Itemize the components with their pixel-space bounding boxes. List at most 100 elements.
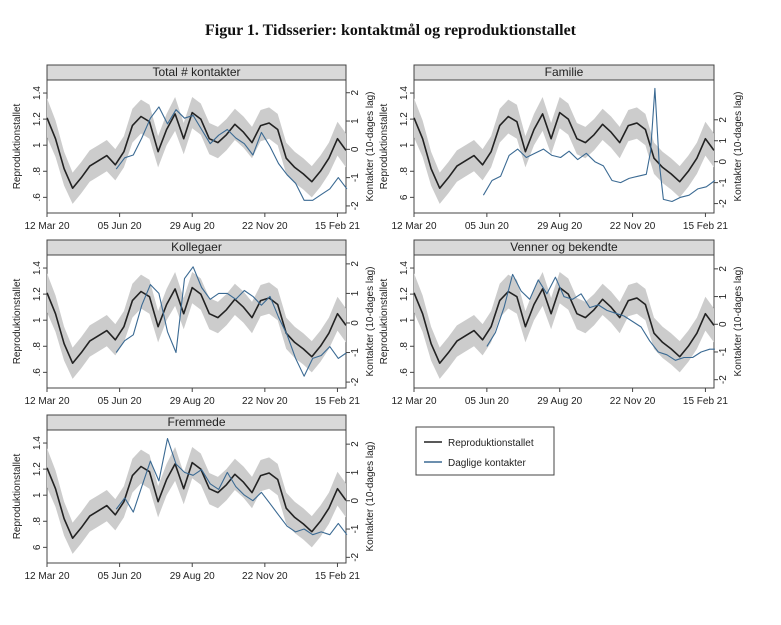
panel-3-x-tick-label: 05 Jun 20 — [98, 396, 142, 407]
panel-2-left-axis-label: Reproduktionstallet — [379, 103, 390, 189]
panel-5-frame — [46, 429, 347, 564]
panel-4-x-tick-label: 15 Feb 21 — [683, 396, 728, 407]
panel-5-left-tick-label: 6 — [32, 544, 43, 550]
panel-4-right-axis-label: Kontakter (10-dages lag) — [733, 266, 744, 376]
panel-2-contacts-line — [482, 87, 716, 203]
panel-2-x-tick-label: 22 Nov 20 — [610, 221, 656, 232]
panel-5-x-tick-label: 29 Aug 20 — [170, 571, 215, 582]
panel-3-x-tick-label: 15 Feb 21 — [315, 396, 360, 407]
panel-4-x-tick-label: 29 Aug 20 — [537, 396, 582, 407]
panel-1-right-axis-label: Kontakter (10-dages lag) — [365, 91, 376, 201]
panel-3-right-axis-label: Kontakter (10-dages lag) — [365, 266, 376, 376]
panel-5-right-tick-label: -1 — [350, 524, 361, 533]
panel-5-x-tick-label: 22 Nov 20 — [242, 571, 288, 582]
panel-4-right-tick-label: 2 — [718, 266, 729, 272]
panel-5-x-tick-label: 12 Mar 20 — [24, 571, 69, 582]
panel-2-reproduction-line — [413, 111, 715, 189]
panel-4-x-tick-label: 22 Nov 20 — [610, 396, 656, 407]
panel-1-x-tick-label: 15 Feb 21 — [315, 221, 360, 232]
panel-5-right-tick-label: 2 — [350, 441, 361, 447]
panel-2-title: Familie — [545, 65, 584, 79]
panel-3-right-tick-label: -1 — [350, 348, 361, 357]
panel-1-title: Total # kontakter — [152, 65, 240, 79]
panel-1-frame — [46, 79, 347, 214]
panel-1-x-tick-label: 05 Jun 20 — [98, 221, 142, 232]
panel-3-left-axis-label: Reproduktionstallet — [12, 278, 23, 364]
panel-3-right-tick-label: -2 — [350, 377, 361, 386]
panel-5-right-tick-label: -2 — [350, 552, 361, 561]
panel-4-right-tick-label: -1 — [718, 347, 729, 356]
panel-4-left-axis-label: Reproduktionstallet — [379, 278, 390, 364]
panel-2-right-tick-label: 0 — [718, 158, 729, 164]
panel-1-x-tick-label: 22 Nov 20 — [242, 221, 288, 232]
panel-2-left-tick-label: 1.4 — [399, 86, 410, 100]
panel-3-right-tick-label: 0 — [350, 320, 361, 326]
panel-5-left-tick-label: 1.2 — [32, 462, 43, 476]
panel-5-contacts-line — [115, 437, 348, 536]
panel-1-right-tick-label: -1 — [350, 173, 361, 182]
panel-1-left-tick-label: .8 — [32, 167, 43, 176]
panel-4-left-tick-label: 1.2 — [399, 287, 410, 301]
panel-4-title: Venner og bekendte — [510, 240, 618, 254]
legend-label-1: Reproduktionstallet — [448, 438, 534, 449]
panel-1-left-tick-label: .6 — [32, 193, 43, 202]
panel-3-left-tick-label: 1 — [32, 317, 43, 323]
panel-2-right-axis-label: Kontakter (10-dages lag) — [733, 91, 744, 201]
panel-2-left-tick-label: .8 — [399, 167, 410, 176]
panel-2-right-tick-label: -2 — [718, 199, 729, 208]
panel-2-frame — [413, 79, 715, 214]
panel-2-left-tick-label: 1 — [399, 142, 410, 148]
panel-1-right-tick-label: 1 — [350, 118, 361, 124]
panel-5-right-tick-label: 0 — [350, 498, 361, 504]
panel-2-x-tick-label: 15 Feb 21 — [683, 221, 728, 232]
panel-5-reproduction-line — [46, 461, 347, 539]
panel-2-left-tick-label: 6 — [399, 194, 410, 200]
panel-3-right-tick-label: 1 — [350, 290, 361, 296]
panel-2-x-tick-label: 12 Mar 20 — [391, 221, 436, 232]
panel-1-x-tick-label: 12 Mar 20 — [24, 221, 69, 232]
panel-2-x-tick-label: 29 Aug 20 — [537, 221, 582, 232]
panel-1-reproduction-line — [46, 111, 347, 189]
panel-1-left-tick-label: 1.2 — [32, 112, 43, 126]
panel-5-x-tick-label: 05 Jun 20 — [98, 571, 142, 582]
panel-3-reproduction-line — [46, 286, 347, 364]
panel-3-left-tick-label: 1.4 — [32, 261, 43, 275]
panel-1-right-tick-label: 2 — [350, 90, 361, 96]
panel-4-reproduction-line — [413, 286, 715, 364]
panel-3-x-tick-label: 29 Aug 20 — [170, 396, 215, 407]
panel-5-left-tick-label: 1.4 — [32, 436, 43, 450]
panel-3-x-tick-label: 22 Nov 20 — [242, 396, 288, 407]
panel-4-left-tick-label: .6 — [399, 368, 410, 377]
panel-4-x-tick-label: 05 Jun 20 — [465, 396, 509, 407]
panel-5-x-tick-label: 15 Feb 21 — [315, 571, 360, 582]
panel-1-left-tick-label: 1 — [32, 142, 43, 148]
panel-3-left-tick-label: .8 — [32, 342, 43, 351]
panel-1-right-tick-label: -2 — [350, 201, 361, 210]
panel-4-x-tick-label: 12 Mar 20 — [391, 396, 436, 407]
panel-1-left-axis-label: Reproduktionstallet — [12, 103, 23, 189]
panel-3-x-tick-label: 12 Mar 20 — [24, 396, 69, 407]
panel-4-contacts-line — [486, 273, 715, 361]
panel-4-right-tick-label: -2 — [718, 375, 729, 384]
panel-5-right-tick-label: 1 — [350, 469, 361, 475]
panel-5-right-axis-label: Kontakter (10-dages lag) — [365, 441, 376, 551]
panel-1-contacts-line — [115, 106, 348, 201]
panel-2-right-tick-label: -1 — [718, 178, 729, 187]
panel-2-right-tick-label: 2 — [718, 117, 729, 123]
panel-4-left-tick-label: 1.4 — [399, 261, 410, 275]
panel-4-right-tick-label: 0 — [718, 321, 729, 327]
legend-box — [415, 426, 555, 476]
panel-1-left-tick-label: 1.4 — [32, 86, 43, 100]
panel-3-left-tick-label: 1.2 — [32, 287, 43, 301]
panel-5-title: Fremmede — [167, 415, 225, 429]
figure-title: Figur 1. Tidsserier: kontaktmål og repro… — [205, 22, 576, 39]
panel-4-left-tick-label: 1 — [399, 317, 410, 323]
panel-4-frame — [413, 254, 715, 389]
panel-3-title: Kollegaer — [171, 240, 222, 254]
panel-2-x-tick-label: 05 Jun 20 — [465, 221, 509, 232]
panel-4-right-tick-label: 1 — [718, 293, 729, 299]
panel-5-left-tick-label: .8 — [32, 517, 43, 526]
panel-5-left-tick-label: 1 — [32, 492, 43, 498]
panel-3-contacts-line — [115, 266, 348, 377]
